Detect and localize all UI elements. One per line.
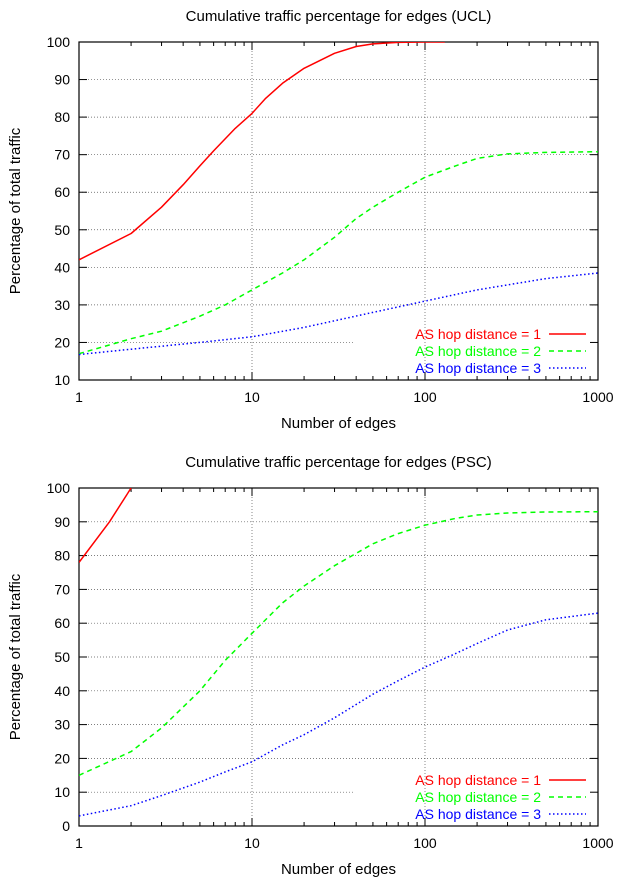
x-tick-label: 10 <box>244 389 260 405</box>
x-tick-label: 100 <box>413 389 437 405</box>
y-tick-label: 30 <box>54 297 70 313</box>
y-tick-label: 20 <box>54 334 70 350</box>
y-tick-label: 70 <box>54 147 70 163</box>
chart-ucl: Cumulative traffic percentage for edges … <box>7 8 614 432</box>
plot-frame <box>78 41 599 381</box>
x-tick-label: 1 <box>75 835 83 851</box>
y-tick-label: 80 <box>54 109 70 125</box>
legend-label-hop-1: AS hop distance = 1 <box>415 326 541 342</box>
chart-psc: Cumulative traffic percentage for edges … <box>7 454 614 878</box>
y-tick-label: 0 <box>62 818 70 834</box>
y-tick-label: 100 <box>47 34 71 50</box>
x-axis-label: Number of edges <box>281 861 396 878</box>
y-tick-label: 100 <box>47 480 71 496</box>
y-tick-label: 60 <box>54 184 70 200</box>
y-axis-label: Percentage of total traffic <box>7 127 24 294</box>
chart-title: Cumulative traffic percentage for edges … <box>185 454 492 471</box>
y-tick-label: 30 <box>54 717 70 733</box>
x-tick-label: 1000 <box>582 835 613 851</box>
series-line-hop-1 <box>79 488 132 563</box>
y-tick-label: 10 <box>54 372 70 388</box>
y-tick-label: 90 <box>54 514 70 530</box>
y-tick-label: 50 <box>54 649 70 665</box>
y-tick-label: 60 <box>54 615 70 631</box>
plot-frame <box>78 487 599 827</box>
y-tick-label: 90 <box>54 72 70 88</box>
y-tick-label: 40 <box>54 683 70 699</box>
series-line-hop-2 <box>79 150 598 355</box>
x-tick-label: 1 <box>75 389 83 405</box>
legend-label-hop-1: AS hop distance = 1 <box>415 772 541 788</box>
x-tick-label: 100 <box>413 835 437 851</box>
y-axis-label: Percentage of total traffic <box>7 573 24 740</box>
y-tick-label: 80 <box>54 548 70 564</box>
x-tick-label: 1000 <box>582 389 613 405</box>
series-line-hop-1 <box>79 42 445 261</box>
x-tick-label: 10 <box>244 835 260 851</box>
legend-label-hop-2: AS hop distance = 2 <box>415 789 541 805</box>
x-axis-label: Number of edges <box>281 415 396 432</box>
y-tick-label: 70 <box>54 581 70 597</box>
legend-label-hop-3: AS hop distance = 3 <box>415 806 541 822</box>
y-tick-label: 20 <box>54 750 70 766</box>
legend-label-hop-2: AS hop distance = 2 <box>415 343 541 359</box>
y-tick-label: 10 <box>54 784 70 800</box>
y-tick-label: 50 <box>54 222 70 238</box>
series-line-hop-2 <box>79 510 598 776</box>
chart-title: Cumulative traffic percentage for edges … <box>186 8 492 25</box>
legend-label-hop-3: AS hop distance = 3 <box>415 360 541 376</box>
series-line-hop-3 <box>79 612 598 817</box>
y-tick-label: 40 <box>54 259 70 275</box>
